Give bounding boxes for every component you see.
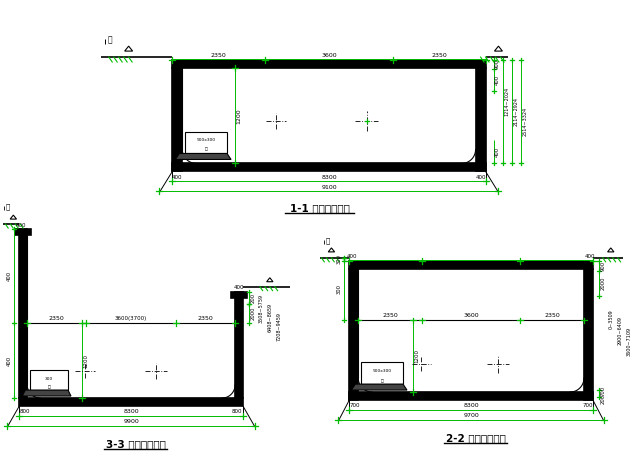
Text: 400: 400 — [233, 285, 244, 290]
Text: 7208~9459: 7208~9459 — [276, 312, 281, 341]
Text: 3600: 3600 — [321, 53, 337, 58]
Text: 700: 700 — [582, 403, 593, 408]
Text: 2350: 2350 — [382, 313, 398, 318]
Bar — [15, 229, 31, 235]
Text: 轨: 轨 — [205, 147, 208, 151]
Text: 丰: 丰 — [5, 204, 9, 210]
Text: 2350: 2350 — [49, 316, 64, 321]
Text: 2350: 2350 — [211, 53, 227, 58]
Text: 700: 700 — [350, 403, 360, 408]
Text: 8300: 8300 — [463, 403, 479, 408]
Text: 2350: 2350 — [198, 316, 213, 321]
Text: 2000: 2000 — [600, 276, 605, 290]
Text: 0~3509: 0~3509 — [608, 310, 613, 329]
Bar — [27, 229, 235, 398]
Bar — [172, 163, 485, 171]
Text: 400: 400 — [495, 147, 500, 157]
Text: 200: 200 — [600, 393, 605, 404]
Polygon shape — [175, 153, 231, 159]
Text: 200: 200 — [251, 293, 256, 303]
Text: 1200: 1200 — [237, 108, 242, 123]
Bar — [231, 292, 247, 298]
Text: 400: 400 — [7, 271, 12, 281]
Polygon shape — [22, 390, 71, 396]
Bar — [358, 269, 584, 392]
Bar — [20, 229, 27, 398]
Bar — [350, 269, 358, 400]
Text: 1214~2024: 1214~2024 — [505, 87, 510, 116]
Bar — [350, 261, 593, 269]
Text: 800: 800 — [20, 409, 30, 415]
Text: 2-2 结构横剖面图: 2-2 结构横剖面图 — [445, 433, 505, 443]
Text: 丰: 丰 — [107, 35, 112, 44]
Bar — [30, 370, 68, 390]
Text: 3-3 结构横剖面图: 3-3 结构横剖面图 — [105, 439, 165, 449]
Text: 3508~5759: 3508~5759 — [258, 294, 263, 323]
Text: 8300: 8300 — [123, 409, 139, 415]
Bar — [350, 392, 593, 400]
Text: 900x300: 900x300 — [197, 138, 216, 143]
Text: 2000: 2000 — [251, 307, 256, 320]
Text: 1200: 1200 — [415, 349, 420, 363]
Text: 300: 300 — [337, 284, 342, 294]
Text: 轨: 轨 — [381, 379, 384, 383]
Text: 3600~7109: 3600~7109 — [626, 327, 631, 356]
Text: 2350: 2350 — [431, 53, 447, 58]
Text: 400: 400 — [7, 356, 12, 366]
Text: 400: 400 — [585, 254, 595, 259]
Text: 3600(3700): 3600(3700) — [115, 316, 147, 321]
Text: 3600: 3600 — [463, 313, 479, 318]
Text: 丰: 丰 — [326, 237, 329, 244]
Text: 400: 400 — [16, 223, 27, 227]
Bar — [182, 68, 476, 163]
Bar — [172, 68, 182, 171]
Text: 9900: 9900 — [123, 419, 139, 424]
Text: 300: 300 — [337, 254, 342, 265]
Text: 2900~6409: 2900~6409 — [617, 316, 622, 345]
Text: 400: 400 — [475, 175, 486, 180]
Text: 900: 900 — [495, 59, 500, 69]
Text: 400: 400 — [172, 175, 182, 180]
Text: 2514~3324: 2514~3324 — [523, 107, 528, 136]
Text: 2114~2924: 2114~2924 — [514, 97, 519, 126]
Text: 800: 800 — [232, 409, 242, 415]
Bar — [186, 132, 227, 153]
Text: 400: 400 — [495, 75, 500, 85]
Text: 900: 900 — [600, 261, 605, 271]
Text: 9700: 9700 — [463, 413, 479, 418]
Bar — [20, 398, 243, 406]
Text: 9100: 9100 — [321, 185, 337, 190]
Text: 2350: 2350 — [544, 313, 560, 318]
Bar — [476, 68, 485, 171]
Text: 1200: 1200 — [83, 354, 88, 368]
Text: 900x300: 900x300 — [372, 369, 392, 373]
Text: 轨: 轨 — [48, 385, 50, 389]
Text: 300: 300 — [45, 377, 53, 381]
Text: 700: 700 — [600, 386, 605, 396]
Polygon shape — [351, 384, 407, 390]
Bar — [362, 362, 403, 384]
Text: 6408~8659: 6408~8659 — [268, 303, 273, 332]
Bar — [172, 60, 485, 68]
Bar — [235, 292, 243, 398]
Text: 400: 400 — [347, 254, 358, 259]
Text: 1-1 结构横剖面图: 1-1 结构横剖面图 — [290, 203, 350, 213]
Text: 8300: 8300 — [321, 175, 337, 180]
Bar — [584, 269, 593, 400]
